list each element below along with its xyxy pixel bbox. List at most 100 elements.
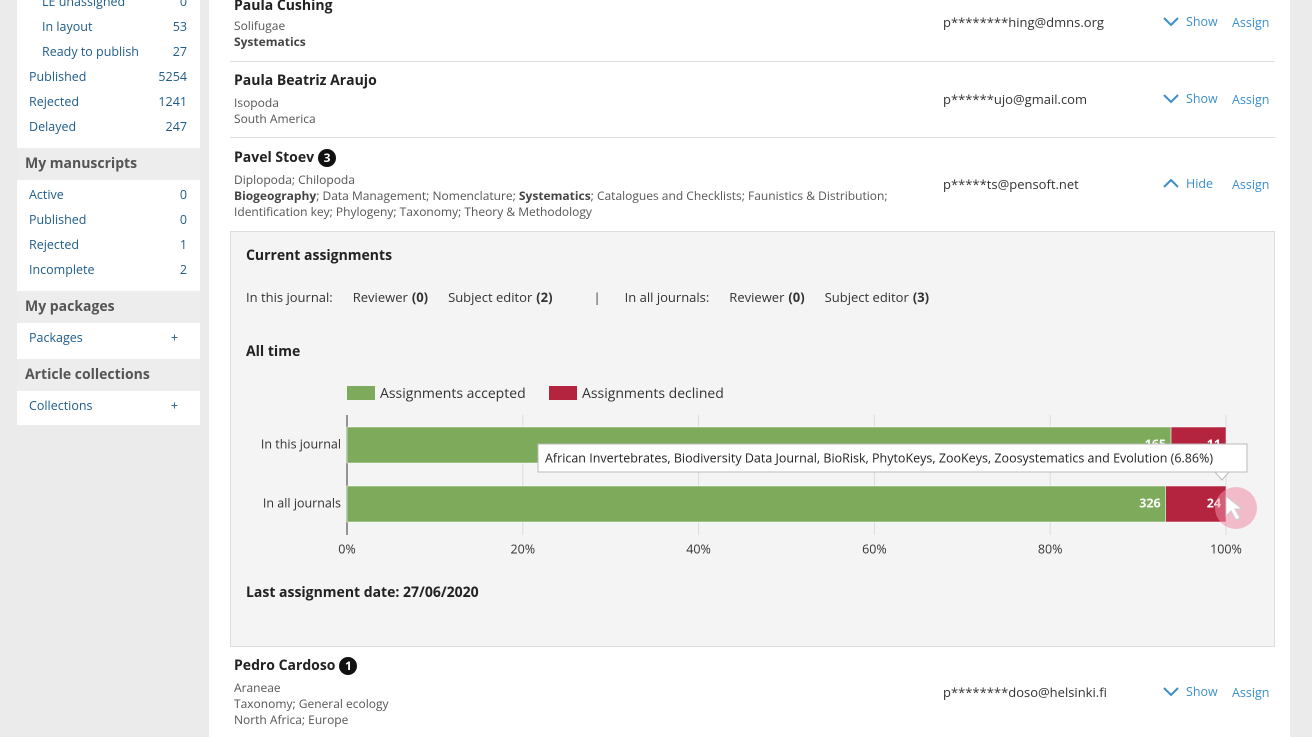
sidebar-item[interactable]: Active 0 [17,182,200,207]
sidebar-item[interactable]: Rejected 1241 [17,89,200,114]
assignment-item: Reviewer (0) [353,287,428,307]
name-text: Pavel Stoev [234,148,315,167]
sidebar-action: + [170,329,178,346]
sidebar-label: LE unassigned [42,0,126,10]
assign-link[interactable]: Assign [1232,684,1270,701]
y-tick-label: In this journal [261,435,341,452]
sidebar-count: 0 [179,0,187,10]
detail-line: Araneae [234,680,389,696]
group-label: In this journal: [246,288,333,306]
toggle-link[interactable]: Show [1186,683,1218,700]
chart-title: All time [246,342,300,361]
sidebar-label: Incomplete [29,261,95,278]
x-tick-label: 20% [510,540,535,557]
sidebar-count: 27 [172,43,187,60]
assign-link[interactable]: Assign [1232,176,1270,193]
x-tick-label: 0% [338,540,355,557]
sidebar-count: 2 [179,261,187,278]
detail-line: North Africa; Europe [234,712,389,728]
sidebar-item[interactable]: Collections + [17,393,200,418]
chevron-icon[interactable] [1163,17,1179,27]
assignment-row: In this journal: Reviewer (0) Subject edito… [246,287,949,307]
legend-label: Assignments declined [582,384,724,403]
data-label: 326 [1139,494,1160,511]
sidebar-count: 53 [172,18,187,35]
chevron-icon[interactable] [1163,687,1179,697]
detail-line: Isopoda [234,95,316,111]
sidebar-label: Ready to publish [42,43,139,60]
assignment-item: Subject editor (3) [825,287,929,307]
sidebar-label: Rejected [29,93,80,110]
sidebar-item[interactable]: Packages + [17,325,200,350]
detail-line: Solifugae [234,18,306,34]
editor-email: p******ujo@gmail.com [943,90,1088,108]
detail-text: Taxonomy; General ecology [234,695,389,712]
toggle-link[interactable]: Show [1186,90,1218,107]
assignment-count: (0) [411,288,429,306]
detail-text: Biogeography [234,187,317,204]
sidebar-label: In layout [42,18,93,35]
x-tick-label: 100% [1210,540,1242,557]
assignment-label: Reviewer [729,288,785,306]
sidebar-item[interactable]: Published 5254 [17,64,200,89]
detail-text: Systematics [518,187,591,204]
editor-details: Isopoda South America [234,95,316,127]
chevron-icon[interactable] [1163,179,1179,189]
detail-text: Systematics [234,33,306,50]
detail-line: Diplopoda; Chilopoda [234,172,888,188]
detail-text: ; Data Management; Nomenclature; [316,187,519,204]
name-text: Paula Cushing [234,0,333,15]
assignment-label: Subject editor [824,288,909,306]
sidebar-label: Delayed [29,118,77,135]
assignment-badge: 3 [318,149,337,167]
separator [230,137,1275,138]
sidebar-label: Packages [29,329,83,346]
assignment-item: Subject editor (2) [448,287,552,307]
assign-link[interactable]: Assign [1232,14,1270,31]
tooltip-text: African Invertebrates, Biodiversity Data… [545,449,1213,466]
sidebar-item[interactable]: Rejected 1 [17,232,200,257]
editor-email: p********hing@dmns.org [943,13,1104,31]
assignment-count: (3) [912,288,930,306]
cursor-arrow [1225,494,1244,521]
editor-name: Paula Cushing [234,0,332,16]
separator [230,61,1275,62]
assignment-badge: 1 [339,657,358,675]
editor-email: p********doso@helsinki.fi [943,683,1107,701]
editor-details: Diplopoda; Chilopoda Biogeography; Data M… [234,172,888,220]
name-text: Pedro Cardoso [234,656,336,675]
detail-line: Systematics [234,34,306,50]
tooltip-pointer [1213,471,1231,481]
name-text: Paula Beatriz Araujo [234,71,377,90]
editor-name: Paula Beatriz Araujo [234,71,377,91]
bar-segment [346,485,1166,523]
sidebar-label: Collections [29,397,93,414]
assign-link[interactable]: Assign [1232,91,1270,108]
detail-text: Diplopoda; Chilopoda [234,171,355,188]
detail-line: Biogeography; Data Management; Nomenclat… [234,188,888,204]
sidebar-item[interactable]: Incomplete 2 [17,257,200,282]
sidebar-item[interactable]: Published 0 [17,207,200,232]
toggle-link[interactable]: Show [1186,13,1218,30]
sidebar-item[interactable]: Ready to publish 27 [17,39,200,64]
sidebar-heading: My packages [17,291,200,323]
editor-name: Pavel Stoev 3 [234,148,337,168]
sidebar-item[interactable]: Delayed 247 [17,114,200,139]
editor-details: Solifugae Systematics [234,18,306,50]
sidebar-count: 0 [179,211,187,228]
editor-email: p*****ts@pensoft.net [943,175,1079,193]
legend-label: Assignments accepted [380,384,526,403]
assignment-label: Reviewer [352,288,408,306]
chevron-icon[interactable] [1163,94,1179,104]
detail-text: North Africa; Europe [234,711,349,728]
x-tick-label: 60% [862,540,887,557]
detail-text: Identification key; Phylogeny; Taxonomy;… [234,203,592,220]
sidebar-item[interactable]: In layout 53 [17,14,200,39]
toggle-link[interactable]: Hide [1186,175,1214,192]
sidebar-count: 5254 [158,68,187,85]
sidebar-item[interactable]: LE unassigned 0 [17,0,200,14]
sidebar-count: 247 [165,118,187,135]
